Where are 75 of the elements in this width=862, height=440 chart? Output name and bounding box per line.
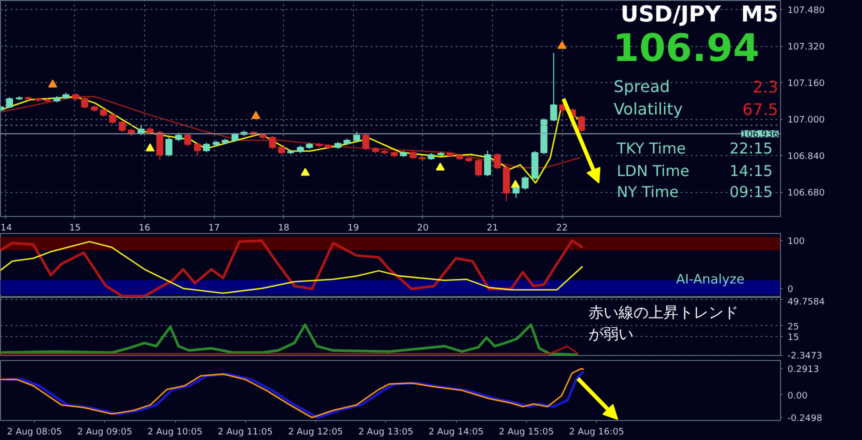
annotation: 106.94 — [612, 26, 760, 70]
x-tick-label: 2 Aug 08:05 — [6, 428, 62, 438]
y-tick-label: 49.7584 — [788, 298, 825, 308]
annotation: AI-Analyze — [676, 272, 744, 288]
annotation: LDN Time — [616, 162, 690, 180]
candlestick — [522, 176, 529, 190]
x-tick-label: 19 — [348, 224, 360, 234]
point — [48, 80, 58, 88]
x-tick-label: 22 — [556, 224, 568, 234]
annotation: 67.5 — [742, 100, 778, 119]
x-tick-label: 2 Aug 16:05 — [569, 428, 624, 438]
candlestick — [578, 115, 585, 132]
x-tick-label: 2 Aug 15:05 — [498, 428, 554, 438]
x-tick-label: 20 — [417, 224, 429, 234]
candlestick — [156, 130, 164, 161]
candlestick — [494, 152, 501, 170]
y-tick-label: 106.840 — [788, 152, 825, 162]
y-tick-label: 107.160 — [788, 79, 825, 90]
y-tick-label: 107.000 — [788, 116, 825, 126]
point — [510, 180, 520, 188]
x-tick-label: 2 Aug 11:05 — [218, 428, 273, 438]
candlestick — [484, 150, 492, 177]
annotation: 22:15 — [729, 139, 773, 158]
x-tick-label: 2 Aug 09:05 — [77, 428, 132, 438]
y-tick-label: 106.680 — [788, 188, 825, 199]
x-tick-label: 14 — [0, 224, 12, 234]
y-tick-label: 0.2913 — [788, 364, 819, 375]
annotation: M5 — [740, 2, 778, 28]
y-tick-label: 0 — [788, 284, 794, 295]
annotation: TKY Time — [616, 139, 686, 158]
x-tick-label: 2 Aug 14:05 — [428, 428, 484, 438]
y-tick-label: 107.320 — [788, 42, 825, 53]
point — [436, 162, 445, 170]
y-tick-label: 15 — [788, 333, 799, 344]
y-tick-label: 100 — [788, 237, 805, 248]
annotation: Spread — [614, 77, 670, 96]
x-tick-label: 21 — [486, 224, 498, 234]
point — [251, 111, 260, 119]
x-tick-label: 2 Aug 12:05 — [288, 428, 344, 438]
annotation: NY Time — [616, 183, 679, 202]
ref-line-label: 106.936 — [741, 130, 779, 140]
x-tick-label: 2 Aug 13:05 — [358, 428, 414, 438]
y-tick-label: 107.480 — [788, 6, 825, 16]
annotation: 赤い線の上昇トレンドが弱い — [588, 303, 739, 343]
line-series — [0, 96, 581, 168]
candlestick — [184, 133, 192, 147]
y-tick-label: -2.3473 — [788, 352, 822, 362]
candlestick — [6, 96, 14, 109]
point — [300, 168, 310, 176]
candlestick — [118, 120, 126, 132]
candlestick — [202, 142, 210, 153]
x-tick-label: 16 — [138, 224, 151, 234]
x-tick-label: 15 — [69, 224, 81, 234]
point — [146, 143, 155, 152]
candlestick — [353, 131, 360, 142]
y-tick-label: 25 — [788, 322, 799, 332]
annotation: Volatility — [614, 99, 683, 118]
candlestick — [362, 133, 370, 151]
candlestick — [550, 52, 558, 122]
candlestick — [109, 113, 116, 124]
annotation: 2.3 — [752, 78, 778, 97]
candlestick — [269, 135, 276, 150]
x-tick-label: 17 — [208, 224, 220, 234]
candlestick — [165, 136, 172, 158]
annotation: 09:15 — [729, 183, 773, 202]
annotation: USD/JPY — [620, 2, 722, 28]
y-tick-label: 0.00 — [788, 391, 808, 402]
candlestick — [81, 96, 88, 110]
candlestick — [194, 142, 201, 156]
annotation: 14:15 — [729, 162, 773, 180]
point — [558, 41, 567, 49]
y-tick-label: -0.2498 — [788, 414, 823, 424]
x-tick-label: 2 Aug 10:05 — [148, 428, 202, 438]
candlestick — [475, 158, 482, 178]
x-tick-label: 18 — [278, 224, 290, 234]
